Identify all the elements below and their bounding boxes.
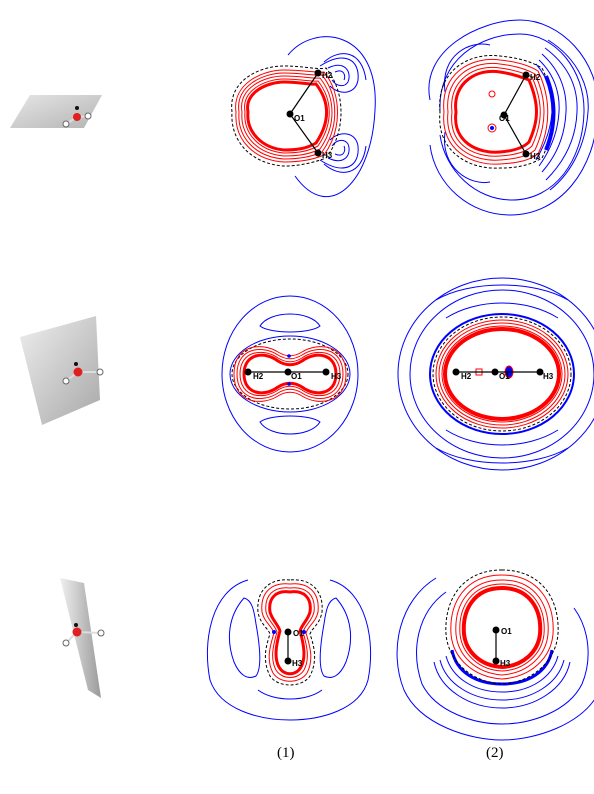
atom-label-h3: H3 bbox=[543, 372, 554, 381]
zero-contour bbox=[257, 579, 323, 686]
atom-label-o1: O1 bbox=[293, 629, 304, 638]
marker-dot bbox=[74, 362, 78, 366]
molecule-bonds bbox=[503, 74, 527, 155]
negative-contours bbox=[435, 319, 569, 429]
atom-h2 bbox=[244, 368, 252, 376]
atom-label-h3: H3 bbox=[322, 151, 333, 160]
contour-plot-row-2-col-2: H2 O1 H3 bbox=[397, 277, 594, 471]
atom-label-h2: H2 bbox=[461, 372, 472, 381]
atom-markers bbox=[452, 368, 544, 376]
atom-h3 bbox=[492, 657, 500, 665]
inner-negative-contour bbox=[461, 585, 543, 670]
contour-plot-row-3-col-2: O1 H3 bbox=[396, 569, 594, 741]
hydrogen-atom bbox=[62, 120, 70, 128]
atom-markers bbox=[492, 626, 500, 665]
atom-o1 bbox=[492, 626, 500, 634]
atom-h3 bbox=[522, 150, 530, 158]
atom-h2 bbox=[522, 71, 530, 79]
column-caption-1: (1) bbox=[277, 745, 295, 761]
water-molecule-model bbox=[62, 623, 105, 647]
cut-plane bbox=[20, 316, 100, 425]
atom-markers bbox=[244, 368, 330, 376]
atom-o1 bbox=[286, 110, 294, 118]
positive-contours bbox=[397, 277, 594, 471]
atom-label-h3: H3 bbox=[331, 372, 342, 381]
negative-contours bbox=[443, 58, 549, 165]
negative-contours bbox=[233, 346, 347, 402]
small-negative-loops bbox=[487, 90, 497, 133]
contour-plot-row-1-col-2: O1 H2 H3 bbox=[428, 19, 594, 216]
atom-label-o1: O1 bbox=[501, 627, 512, 636]
hydrogen-atom bbox=[97, 629, 105, 637]
zero-contour bbox=[432, 316, 572, 432]
water-molecule-model bbox=[62, 106, 92, 128]
positive-edge bbox=[544, 75, 556, 151]
negative-contours bbox=[450, 574, 554, 680]
contour-plot-row-3-col-1: O1 H3 bbox=[207, 579, 371, 721]
atom-markers bbox=[500, 71, 530, 158]
plane-thumbnail-row-1 bbox=[10, 95, 102, 128]
marker-dot bbox=[75, 106, 79, 110]
oxygen-atom bbox=[73, 113, 81, 121]
small-positive-loop bbox=[490, 126, 494, 130]
atom-markers bbox=[284, 628, 292, 665]
atom-label-h2: H2 bbox=[322, 71, 333, 80]
positive-edge bbox=[450, 649, 554, 686]
atom-h3 bbox=[322, 368, 330, 376]
hydrogen-atom bbox=[84, 112, 92, 120]
cut-plane bbox=[60, 578, 101, 698]
positive-contours bbox=[207, 579, 371, 721]
atom-h3 bbox=[536, 368, 544, 376]
atom-label-h3: H3 bbox=[500, 659, 511, 668]
water-molecule-model bbox=[62, 362, 104, 385]
zero-contour bbox=[231, 338, 349, 410]
hydrogen-atom bbox=[96, 368, 104, 376]
inner-negative-contour bbox=[454, 69, 538, 154]
atom-h3 bbox=[314, 149, 322, 157]
atom-markers bbox=[286, 69, 322, 157]
inner-negative-contour bbox=[443, 327, 561, 421]
atom-label-o1: O1 bbox=[294, 114, 305, 123]
atom-h2 bbox=[452, 368, 460, 376]
column-caption-2: (2) bbox=[486, 745, 504, 761]
oxygen-atom bbox=[72, 627, 82, 637]
hydrogen-atom bbox=[62, 639, 70, 647]
atom-h3 bbox=[284, 657, 292, 665]
zero-contour bbox=[445, 569, 559, 685]
negative-contours bbox=[261, 583, 319, 682]
negative-contours bbox=[235, 69, 338, 163]
atom-label-o1: O1 bbox=[499, 372, 510, 381]
contour-plot-row-1-col-1: O1 H2 H3 bbox=[231, 36, 376, 198]
atom-label-h3: H3 bbox=[292, 659, 303, 668]
zero-contour bbox=[231, 65, 342, 167]
atom-label-o1: O1 bbox=[291, 372, 302, 381]
oxygen-atom bbox=[73, 367, 83, 377]
hydrogen-atom bbox=[62, 377, 70, 385]
small-positive-loops bbox=[272, 630, 306, 634]
marker-dot bbox=[74, 623, 78, 627]
molecule-bonds bbox=[289, 72, 319, 154]
atom-label-h2: H2 bbox=[253, 372, 264, 381]
atom-label-h3: H3 bbox=[530, 152, 541, 161]
inner-negative-contour bbox=[246, 80, 328, 152]
plane-thumbnail-row-2 bbox=[20, 316, 104, 425]
atom-o1 bbox=[284, 628, 292, 636]
positive-contours bbox=[221, 295, 359, 453]
positive-contours bbox=[429, 313, 575, 435]
small-positive-loops bbox=[287, 354, 291, 386]
atom-h2 bbox=[314, 69, 322, 77]
inner-negative-contour bbox=[242, 353, 338, 395]
inner-negative-contour bbox=[268, 590, 312, 676]
atom-label-h2: H2 bbox=[530, 73, 541, 82]
cut-plane bbox=[10, 95, 102, 128]
positive-contours bbox=[428, 19, 594, 216]
plane-thumbnail-row-3 bbox=[60, 578, 105, 698]
atom-label-o1: O1 bbox=[499, 114, 510, 123]
atom-o1 bbox=[284, 368, 292, 376]
atom-o1 bbox=[500, 111, 508, 119]
positive-contours bbox=[287, 36, 376, 198]
contour-plot-row-2-col-1: H2 O1 H3 bbox=[221, 295, 359, 453]
atom-o1 bbox=[491, 368, 499, 376]
